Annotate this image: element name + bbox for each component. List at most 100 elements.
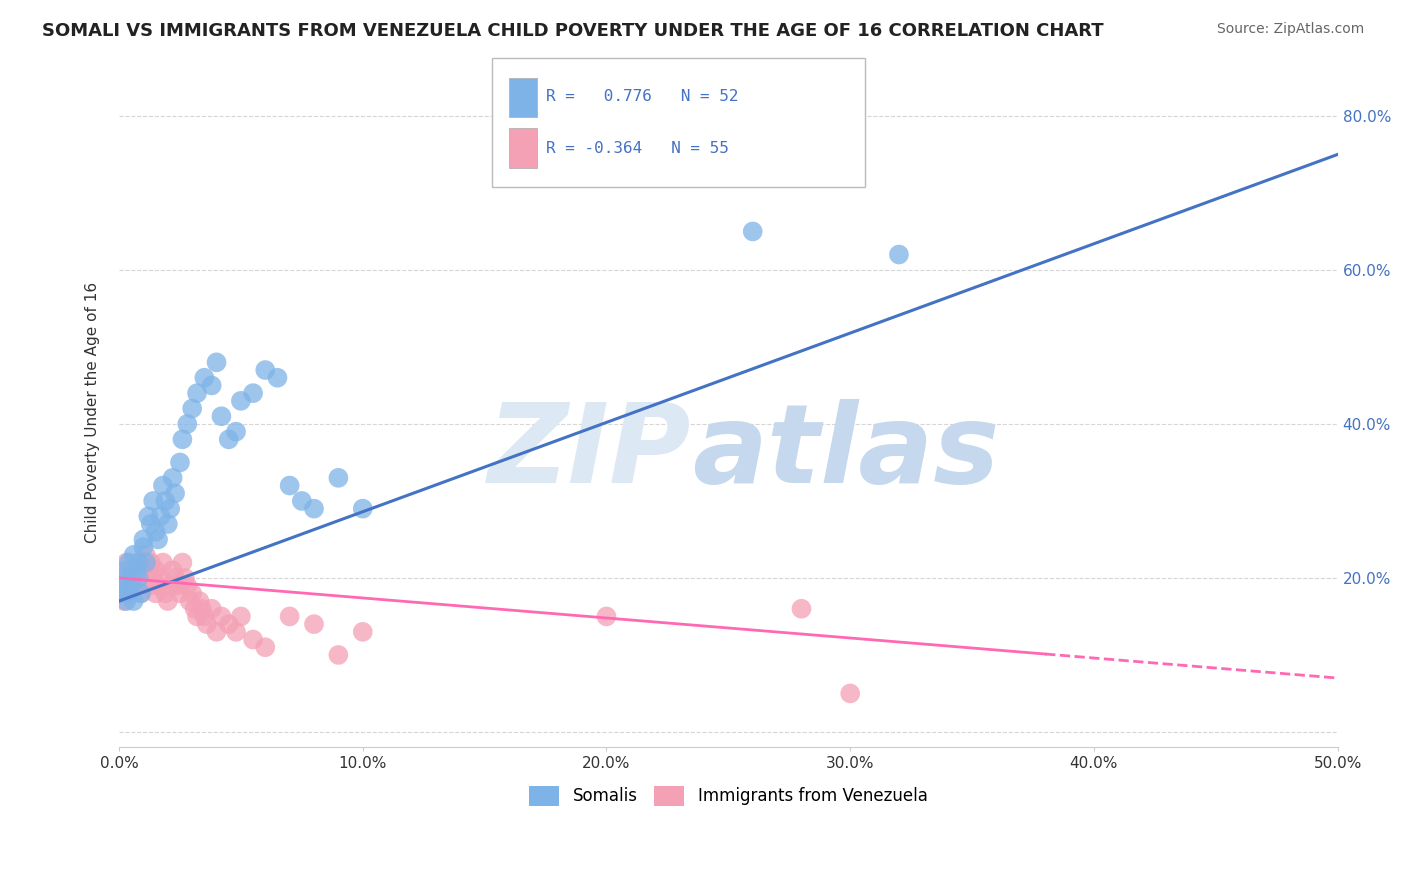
Point: [155, 494, 177, 508]
Point: [112, 579, 135, 593]
Point: [242, 632, 264, 647]
Point: [179, 594, 201, 608]
Point: [115, 579, 138, 593]
Point: [162, 471, 184, 485]
Point: [181, 586, 204, 600]
Point: [183, 601, 205, 615]
Point: [122, 594, 145, 608]
Point: [254, 363, 277, 377]
Point: [152, 478, 174, 492]
Point: [173, 571, 195, 585]
Text: R = -0.364   N = 55: R = -0.364 N = 55: [546, 141, 728, 155]
Point: [169, 586, 191, 600]
Point: [145, 524, 167, 539]
Y-axis label: Child Poverty Under the Age of 16: Child Poverty Under the Age of 16: [86, 282, 100, 543]
Point: [595, 609, 617, 624]
Point: [291, 494, 314, 508]
Point: [195, 617, 218, 632]
Point: [302, 501, 325, 516]
Point: [132, 533, 155, 547]
Point: [110, 586, 132, 600]
Point: [242, 386, 264, 401]
Point: [254, 640, 277, 655]
Point: [209, 609, 232, 624]
Point: [145, 563, 167, 577]
Point: [165, 486, 187, 500]
Point: [122, 548, 145, 562]
Point: [218, 617, 240, 632]
Point: [176, 417, 198, 431]
Point: [166, 579, 188, 593]
Point: [156, 516, 179, 531]
Point: [139, 516, 162, 531]
Point: [172, 433, 194, 447]
Point: [139, 556, 162, 570]
Point: [225, 624, 247, 639]
Point: [142, 494, 165, 508]
Point: [118, 586, 141, 600]
Point: [115, 594, 138, 608]
Point: [146, 533, 169, 547]
Point: [118, 556, 141, 570]
Legend: Somalis, Immigrants from Venezuela: Somalis, Immigrants from Venezuela: [523, 779, 934, 813]
Point: [328, 471, 350, 485]
Point: [120, 579, 142, 593]
Point: [128, 556, 150, 570]
Point: [193, 609, 215, 624]
Point: [278, 609, 301, 624]
Point: [155, 586, 177, 600]
Point: [149, 509, 172, 524]
Point: [146, 579, 169, 593]
Point: [172, 556, 194, 570]
Point: [328, 648, 350, 662]
Point: [136, 579, 159, 593]
Point: [169, 455, 191, 469]
Point: [186, 386, 208, 401]
Point: [135, 556, 157, 570]
Point: [188, 594, 211, 608]
Point: [278, 478, 301, 492]
Point: [122, 571, 145, 585]
Point: [110, 586, 132, 600]
Point: [132, 540, 155, 554]
Point: [181, 401, 204, 416]
Point: [741, 224, 763, 238]
Text: atlas: atlas: [692, 399, 1000, 506]
Point: [115, 563, 138, 577]
Point: [839, 686, 862, 700]
Text: Source: ZipAtlas.com: Source: ZipAtlas.com: [1216, 22, 1364, 37]
Point: [112, 594, 135, 608]
Point: [193, 370, 215, 384]
Point: [132, 571, 155, 585]
Point: [205, 624, 228, 639]
Point: [225, 425, 247, 439]
Point: [165, 571, 187, 585]
Point: [352, 501, 374, 516]
Point: [201, 378, 224, 392]
Point: [115, 556, 138, 570]
Point: [132, 563, 155, 577]
Point: [142, 571, 165, 585]
Text: ZIP: ZIP: [488, 399, 692, 506]
Point: [352, 624, 374, 639]
Point: [125, 579, 148, 593]
Point: [135, 548, 157, 562]
Point: [218, 433, 240, 447]
Point: [118, 586, 141, 600]
Point: [129, 586, 152, 600]
Point: [128, 556, 150, 570]
Point: [302, 617, 325, 632]
Point: [229, 393, 252, 408]
Point: [790, 601, 813, 615]
Point: [152, 556, 174, 570]
Point: [191, 601, 214, 615]
Point: [112, 571, 135, 585]
Point: [145, 586, 167, 600]
Point: [201, 601, 224, 615]
Point: [186, 609, 208, 624]
Point: [266, 370, 288, 384]
Text: SOMALI VS IMMIGRANTS FROM VENEZUELA CHILD POVERTY UNDER THE AGE OF 16 CORRELATIO: SOMALI VS IMMIGRANTS FROM VENEZUELA CHIL…: [42, 22, 1104, 40]
Point: [176, 579, 198, 593]
Text: R =   0.776   N = 52: R = 0.776 N = 52: [546, 89, 738, 103]
Point: [125, 563, 148, 577]
